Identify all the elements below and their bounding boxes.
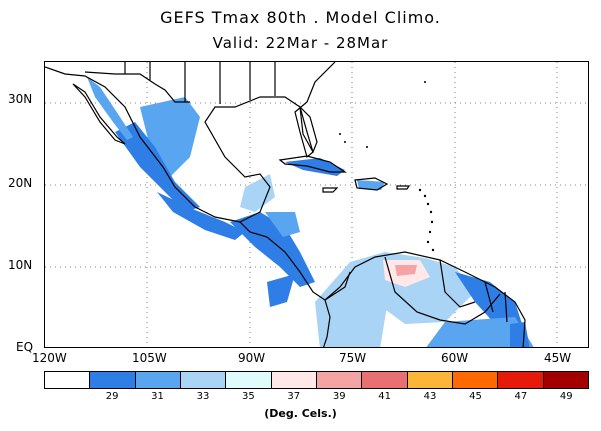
colorbar-tick-33: 33: [196, 391, 210, 402]
shade-mexico-plateau: [140, 97, 200, 177]
y-tick-30N: 30N: [8, 92, 33, 106]
temperature-shading: [87, 77, 534, 347]
colorbar-tick-47: 47: [514, 391, 528, 402]
map-plot: [45, 62, 588, 347]
map-frame: [44, 61, 589, 348]
shade-yucatan: [240, 174, 275, 212]
colorbar-cell-10: [498, 372, 544, 388]
coast-puerto-rico: [396, 185, 411, 190]
coast-baja: [72, 83, 126, 145]
map-subtitle: Valid: 22Mar - 28Mar: [212, 34, 389, 52]
colorbar-cell-9: [452, 372, 499, 388]
map-title: GEFS Tmax 80th . Model Climo.: [160, 8, 441, 27]
colorbar-cell-11: [543, 372, 588, 388]
border-sa-1: [384, 256, 501, 325]
colorbar-cell-3: [180, 372, 227, 388]
shade-central-america: [230, 212, 315, 287]
x-tick-60W: 60W: [441, 351, 469, 365]
colorbar-tick-35: 35: [242, 391, 255, 402]
colorbar-units: (Deg. Cels.): [264, 407, 337, 420]
shade-venezuela-hot: [395, 265, 417, 276]
colorbar-cell-7: [362, 372, 408, 388]
colorbar-cell-8: [407, 372, 453, 388]
y-tick-EQ: EQ: [16, 340, 34, 354]
shade-sa-north: [350, 252, 475, 324]
x-tick-105W: 105W: [132, 351, 167, 365]
border-states-1: [124, 62, 276, 104]
colorbar-cell-2: [135, 372, 181, 388]
y-tick-20N: 20N: [8, 176, 33, 190]
shade-pacific-patch: [267, 274, 295, 307]
coast-central-america: [239, 221, 351, 301]
coast-hispaniola: [354, 177, 389, 191]
colorbar-ticks: 29 31 33 35 37 39 41 43 45 47 49: [44, 391, 589, 405]
colorbar-tick-39: 39: [332, 391, 346, 402]
colorbar-tick-37: 37: [287, 391, 301, 402]
shade-brazil-north: [426, 317, 534, 347]
x-tick-45W: 45W: [544, 351, 572, 365]
border-us-mexico: [84, 71, 190, 103]
shade-baja: [87, 77, 133, 140]
colorbar-tick-29: 29: [105, 391, 119, 402]
colorbar: [44, 371, 589, 389]
colorbar-cell-6: [316, 372, 363, 388]
colorbar-cell-5: [271, 372, 317, 388]
colorbar-tick-31: 31: [151, 391, 164, 402]
coastlines: [45, 62, 526, 347]
shade-mexico-west: [115, 122, 200, 212]
x-tick-75W: 75W: [339, 351, 367, 365]
x-tick-120W: 120W: [32, 351, 67, 365]
coast-north-america: [45, 62, 336, 223]
x-tick-90W: 90W: [238, 351, 266, 365]
shade-honduras: [265, 212, 300, 237]
colorbar-cell-1: [90, 372, 136, 388]
colorbar-tick-49: 49: [559, 391, 573, 402]
shade-cuba: [285, 158, 345, 176]
y-tick-10N: 10N: [8, 258, 33, 272]
border-sa-2: [439, 259, 508, 323]
shade-brazil-east: [510, 322, 530, 347]
gridlines: [45, 62, 588, 347]
shade-mexico-pacific: [157, 192, 245, 240]
colorbar-tick-43: 43: [423, 391, 437, 402]
coast-jamaica: [322, 187, 339, 193]
colorbar-cell-0: [45, 372, 91, 388]
colorbar-tick-45: 45: [469, 391, 482, 402]
coast-cuba: [278, 155, 347, 173]
shade-hispaniola: [357, 180, 385, 190]
coast-sa-pacific: [323, 299, 331, 347]
coast-florida: [299, 105, 318, 154]
colorbar-cell-4: [226, 372, 272, 388]
lesser-antilles: [339, 81, 435, 252]
colorbar-tick-41: 41: [378, 391, 391, 402]
